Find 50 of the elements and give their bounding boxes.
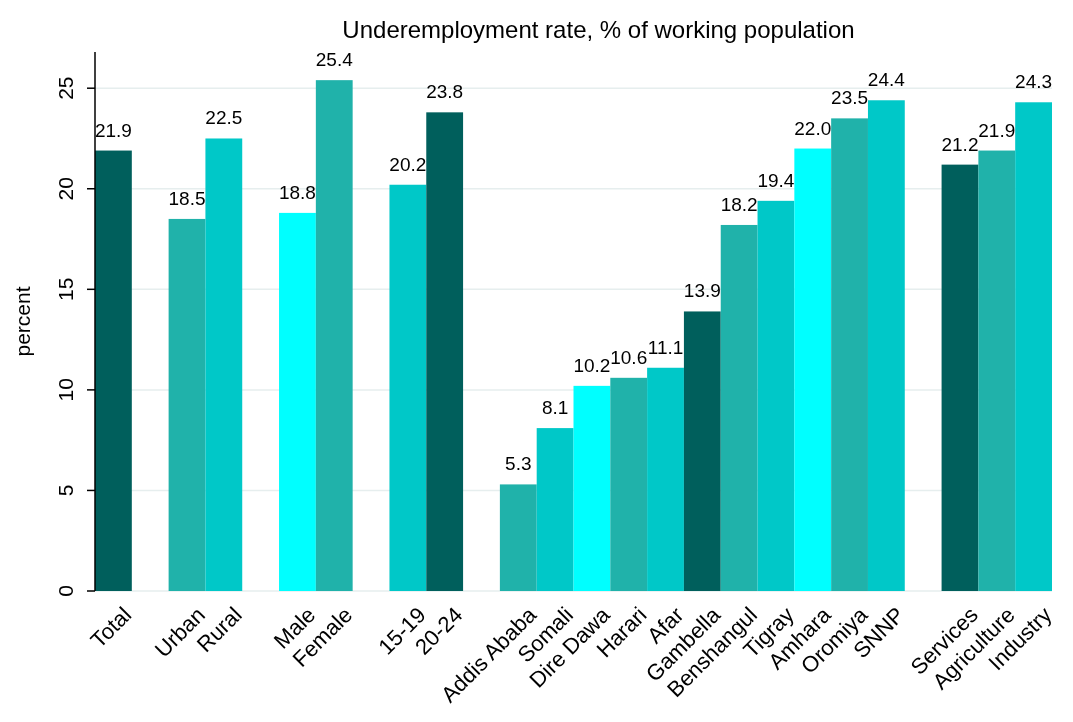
data-label: 10.6 bbox=[610, 346, 648, 368]
bar bbox=[205, 138, 243, 591]
data-label: 10.2 bbox=[573, 354, 611, 376]
data-label: 21.2 bbox=[941, 133, 979, 155]
bar bbox=[1015, 102, 1052, 591]
data-label: 23.5 bbox=[831, 87, 869, 109]
data-label: 22.5 bbox=[205, 107, 243, 129]
data-label: 21.9 bbox=[94, 119, 132, 141]
bar bbox=[978, 150, 1016, 591]
chart-title: Underemployment rate, % of working population bbox=[342, 16, 855, 43]
data-label: 24.3 bbox=[1015, 71, 1053, 93]
data-label: 20.2 bbox=[389, 153, 427, 175]
y-tick-label: 25 bbox=[54, 76, 77, 100]
data-label: 8.1 bbox=[541, 397, 569, 419]
bar bbox=[573, 385, 611, 591]
data-label: 21.9 bbox=[978, 119, 1016, 141]
bar bbox=[279, 212, 316, 591]
data-label: 13.9 bbox=[683, 280, 721, 302]
bar bbox=[95, 150, 132, 591]
data-label: 11.1 bbox=[647, 336, 684, 358]
y-tick-label: 20 bbox=[54, 177, 77, 201]
bar bbox=[941, 164, 979, 591]
data-label: 18.8 bbox=[278, 181, 316, 203]
y-tick-label: 15 bbox=[54, 277, 77, 301]
bar bbox=[499, 484, 537, 591]
bar bbox=[389, 184, 427, 591]
bar bbox=[831, 118, 868, 591]
bar bbox=[867, 100, 905, 591]
bar bbox=[757, 200, 795, 591]
data-label: 18.2 bbox=[720, 193, 758, 215]
data-label: 19.4 bbox=[757, 169, 795, 191]
bar bbox=[683, 311, 721, 591]
data-label: 25.4 bbox=[315, 49, 354, 71]
y-tick-label: 10 bbox=[54, 378, 77, 402]
y-tick-label: 0 bbox=[54, 585, 77, 597]
bar bbox=[315, 80, 353, 591]
bar bbox=[168, 218, 206, 591]
data-label: 22.0 bbox=[794, 117, 832, 139]
bar bbox=[426, 112, 464, 591]
bar bbox=[647, 367, 684, 591]
data-label: 18.5 bbox=[168, 187, 206, 209]
bar bbox=[536, 428, 574, 591]
bar bbox=[610, 377, 648, 591]
y-tick-label: 5 bbox=[54, 484, 77, 497]
y-axis-title: percent bbox=[11, 286, 34, 357]
data-label: 23.8 bbox=[426, 81, 464, 103]
bar bbox=[794, 148, 832, 591]
data-label: 5.3 bbox=[505, 453, 532, 475]
data-label: 24.4 bbox=[867, 69, 906, 91]
bar bbox=[720, 224, 758, 591]
